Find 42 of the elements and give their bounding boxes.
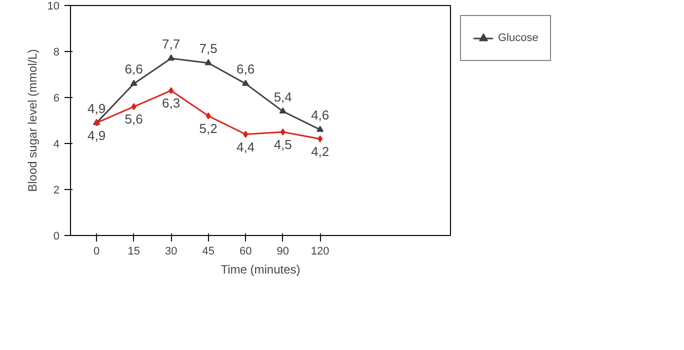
y-tick-label: 0 [53, 230, 60, 242]
data-label: 4,4 [236, 139, 255, 154]
point [316, 126, 324, 132]
data-label: 6,6 [236, 62, 255, 77]
point [204, 59, 212, 66]
y-tick-label: 4 [53, 138, 60, 150]
point [280, 128, 286, 136]
x-tick-label: 15 [128, 246, 140, 258]
point [318, 135, 323, 142]
point [130, 80, 138, 86]
data-label: 6,6 [124, 62, 143, 77]
y-tick-label: 2 [53, 184, 60, 196]
point [131, 103, 136, 110]
y-tick-label: 6 [53, 92, 60, 104]
data-label: 5,2 [199, 120, 218, 136]
x-tick-label: 45 [202, 246, 214, 258]
point [242, 80, 250, 86]
y-axis-title: Blood sugar level (mmol/L) [25, 49, 40, 192]
data-label: 6,3 [162, 96, 180, 111]
data-label: 5,4 [274, 89, 292, 104]
x-tick-label: 0 [94, 246, 100, 258]
point [168, 87, 174, 94]
x-tick-label: 120 [310, 246, 330, 258]
point [243, 130, 248, 138]
x-tick-label: 60 [239, 246, 252, 258]
data-label: 4,2 [311, 144, 330, 159]
point [206, 112, 211, 120]
data-label: 5,6 [124, 112, 143, 127]
point [279, 107, 286, 114]
data-label: 4,6 [311, 108, 330, 123]
point [168, 54, 175, 61]
data-label: 7,5 [199, 41, 218, 56]
y-tick-label: 8 [53, 46, 60, 58]
data-label: 4,5 [274, 137, 292, 152]
data-label: 4,9 [88, 128, 106, 143]
legend-label: Glucose [498, 32, 538, 44]
x-axis-title: Time (minutes) [220, 262, 300, 276]
y-tick-label: 10 [47, 0, 60, 12]
x-tick-label: 90 [276, 246, 289, 258]
data-label: 4,9 [88, 100, 106, 116]
x-tick-label: 30 [164, 246, 178, 258]
data-label: 7,7 [162, 36, 180, 52]
